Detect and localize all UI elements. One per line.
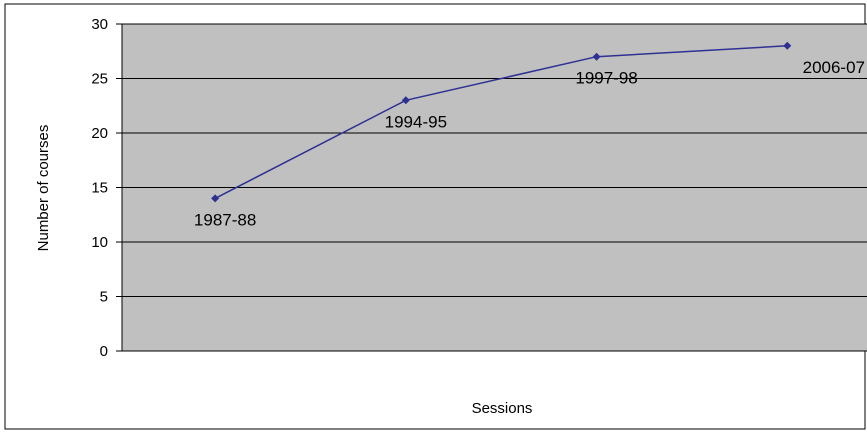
- data-labels: 1987-88 1994-95 1997-98 2006-07: [194, 58, 865, 230]
- series-line: [214, 45, 788, 200]
- data-label: 1987-88: [194, 210, 256, 229]
- x-axis-title: Sessions: [472, 400, 533, 417]
- y-tick-label: 15: [91, 180, 108, 197]
- y-tick-label: 30: [91, 16, 108, 33]
- y-tick-label: 20: [91, 125, 108, 142]
- series-layer: [211, 41, 792, 203]
- y-axis-title: Number of courses: [35, 125, 52, 252]
- data-label: 1994-95: [385, 112, 447, 131]
- y-tick-label: 10: [91, 234, 108, 251]
- data-point: [783, 41, 792, 50]
- y-tick-label: 0: [100, 343, 108, 360]
- data-point: [592, 52, 601, 61]
- y-tick-label: 5: [100, 289, 108, 306]
- data-point: [401, 96, 410, 105]
- y-tick-label: 25: [91, 71, 108, 88]
- data-point: [211, 194, 220, 203]
- data-label: 2006-07: [803, 58, 865, 77]
- gridlines: [122, 23, 867, 297]
- data-label: 1997-98: [575, 69, 637, 88]
- y-axis-ticks: 0 5 10 15 20 25 30: [91, 16, 122, 360]
